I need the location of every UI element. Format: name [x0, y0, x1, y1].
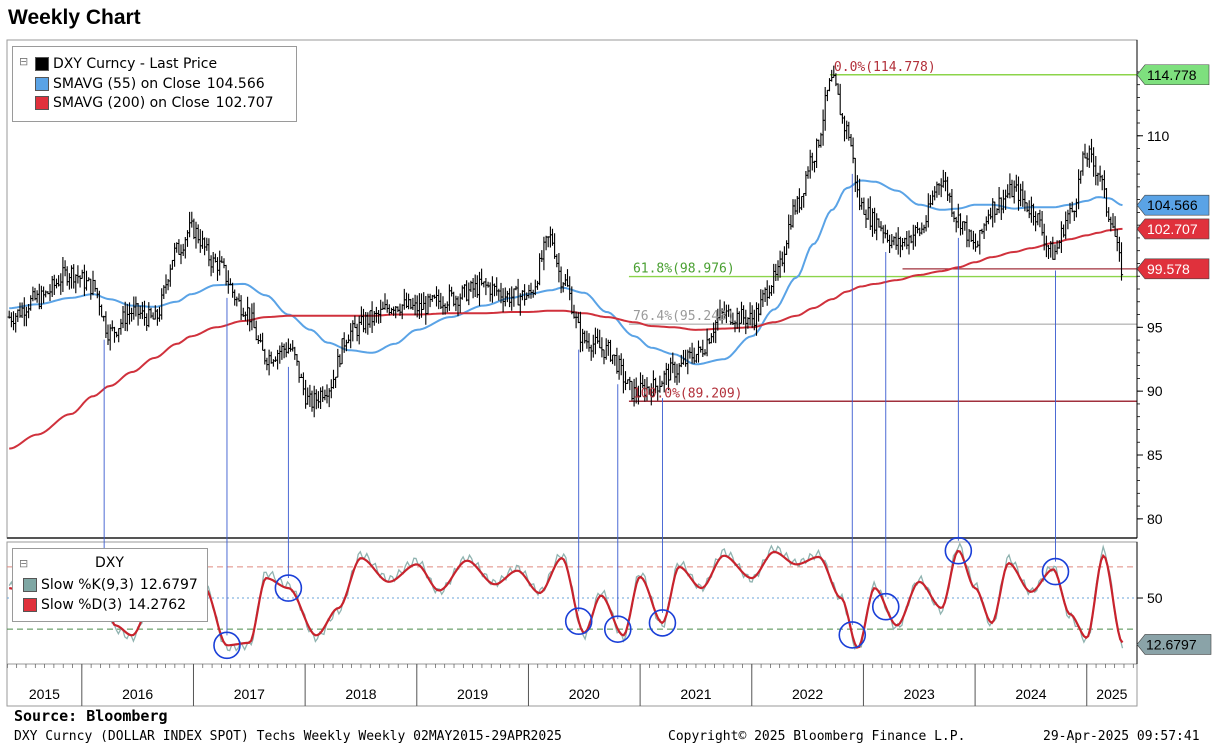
legend-item-slow-d: Slow %D(3) 14.2762	[23, 596, 186, 614]
year-label-2015: 2015	[29, 686, 60, 702]
fib-label-1: 61.8%(98.976)	[633, 262, 735, 277]
legend-label-price: DXY Curncy - Last Price	[53, 56, 218, 72]
price-tick-label-80: 80	[1147, 511, 1163, 527]
legend-item-slow-k: Slow %K(9,3) 12.6797	[23, 576, 198, 594]
price-tag-text-0: 114.778	[1147, 67, 1197, 83]
legend-value-sma200: 102.707	[215, 95, 274, 111]
price-tag-bg-3	[1136, 258, 1210, 280]
legend-swatch-price	[35, 57, 49, 71]
signal-circle-3	[564, 607, 593, 636]
price-legend: ⊟ DXY Curncy - Last Price SMAVG (55) on …	[12, 46, 297, 122]
legend-item-sma55: SMAVG (55) on Close 104.566	[35, 75, 265, 93]
fib-label-2: 76.4%(95.243)	[633, 309, 735, 324]
year-label-2023: 2023	[904, 686, 935, 702]
legend-value-sma55: 104.566	[206, 76, 265, 92]
price-tag-bg-2	[1136, 218, 1210, 240]
price-tag-99.578: 99.578	[1136, 258, 1210, 280]
legend-label-slow-k: Slow %K(9,3)	[41, 577, 134, 593]
legend-swatch-slow-d	[23, 598, 37, 612]
legend-item-sma200: SMAVG (200) on Close 102.707	[35, 94, 274, 112]
price-tag-text-2: 102.707	[1147, 221, 1198, 237]
year-label-2024: 2024	[1015, 686, 1046, 702]
price-tag-bg-0	[1136, 64, 1210, 86]
source-note: Source: Bloomberg	[14, 707, 168, 725]
price-tick-label-85: 85	[1147, 447, 1163, 463]
sma200-line	[9, 227, 1123, 450]
price-tick-label-110: 110	[1147, 128, 1170, 144]
osc-last-tag-text: 12.6797	[1146, 636, 1197, 652]
year-label-2025: 2025	[1096, 686, 1127, 702]
osc-tick-label-50: 50	[1147, 590, 1163, 606]
price-bars	[7, 65, 1124, 418]
year-label-2020: 2020	[569, 686, 600, 702]
signal-circle-9	[1041, 557, 1070, 586]
chart-title: Weekly Chart	[8, 6, 141, 29]
signal-circle-2	[274, 574, 303, 602]
price-tick-label-95: 95	[1147, 319, 1163, 335]
signal-circle-6	[838, 621, 867, 649]
price-tag-114.778: 114.778	[1136, 64, 1210, 86]
legend-label-slow-d: Slow %D(3)	[41, 597, 123, 613]
year-label-2022: 2022	[792, 686, 823, 702]
legend-value-slow-d: 14.2762	[128, 597, 187, 613]
oscillator-legend: ⊟ DXY Slow %K(9,3) 12.6797 Slow %D(3) 14…	[12, 548, 208, 622]
year-label-2021: 2021	[680, 686, 711, 702]
fib-label-3: 100.0%(89.209)	[633, 386, 743, 401]
osc-last-tag-bg	[1136, 634, 1212, 655]
legend-value-slow-k: 12.6797	[139, 577, 198, 593]
year-label-2019: 2019	[457, 686, 488, 702]
price-tag-102.707: 102.707	[1136, 218, 1210, 240]
legend-swatch-sma55	[35, 77, 49, 91]
fib-label-0: 0.0%(114.778)	[834, 60, 936, 75]
signal-circle-1	[213, 631, 241, 660]
year-axis-frame	[6, 663, 1138, 707]
footer-timestamp: 29-Apr-2025 09:57:41	[1043, 729, 1200, 744]
signal-circle-7	[871, 592, 900, 621]
year-label-2016: 2016	[122, 686, 153, 702]
price-tag-text-1: 104.566	[1147, 197, 1198, 213]
price-tag-bg-1	[1136, 194, 1210, 216]
osc-last-tag: 12.6797	[1136, 634, 1212, 655]
footer-description: DXY Curncy (DOLLAR INDEX SPOT) Techs Wee…	[14, 729, 562, 744]
legend-label-sma55: SMAVG (55) on Close	[53, 76, 201, 92]
legend-label-sma200: SMAVG (200) on Close	[53, 95, 210, 111]
oscillator-legend-header: DXY	[95, 555, 124, 571]
legend-swatch-slow-k	[23, 578, 37, 592]
oscillator-legend-collapse-icon[interactable]: ⊟	[19, 557, 29, 570]
legend-collapse-icon[interactable]: ⊟	[19, 55, 29, 68]
sma55-line	[9, 179, 1123, 366]
year-label-2017: 2017	[234, 686, 265, 702]
signal-circle-4	[603, 615, 632, 643]
signal-circle-5	[648, 609, 677, 637]
legend-swatch-sma200	[35, 96, 49, 110]
price-tick-label-90: 90	[1147, 383, 1163, 399]
year-label-2018: 2018	[345, 686, 376, 702]
footer-copyright: Copyright© 2025 Bloomberg Finance L.P.	[668, 729, 966, 744]
legend-item-price: DXY Curncy - Last Price	[35, 55, 217, 73]
price-tag-text-3: 99.578	[1147, 261, 1190, 277]
price-tag-104.566: 104.566	[1136, 194, 1210, 216]
signal-circle-8	[944, 536, 973, 565]
